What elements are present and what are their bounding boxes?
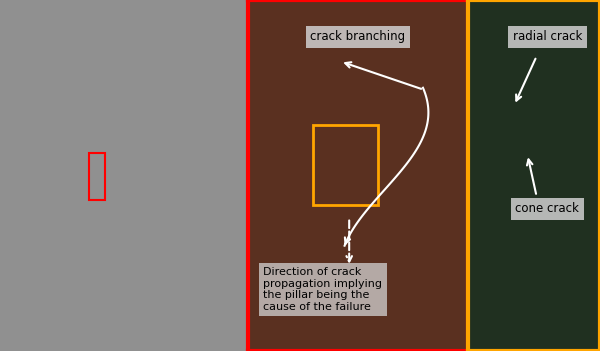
Text: crack branching: crack branching	[310, 30, 406, 44]
Text: cone crack: cone crack	[515, 202, 579, 216]
Text: radial crack: radial crack	[512, 30, 582, 44]
Bar	[313, 125, 378, 205]
Bar	[89, 153, 106, 200]
Text: Direction of crack
propagation implying
the pillar being the
cause of the failur: Direction of crack propagation implying …	[263, 267, 382, 312]
